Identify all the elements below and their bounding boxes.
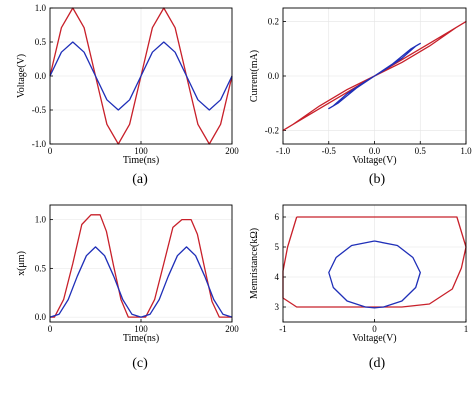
plot-frame — [282, 204, 467, 323]
x-axis-label: Voltage(V) — [352, 333, 396, 344]
y-axis-label: Current(mA) — [249, 50, 260, 102]
y-tick-label: 1.0 — [35, 3, 47, 13]
x-tick-label: 1.0 — [460, 146, 472, 156]
y-tick-label: 0.0 — [268, 71, 280, 81]
y-tick-label: 3 — [275, 302, 280, 312]
chart-4: -1 0 1 6 5 4 3 Voltage(V) Memristance(kΩ) (d) — [249, 204, 469, 371]
x-tick-label: -1 — [279, 324, 287, 334]
x-tick-label: 100 — [134, 146, 148, 156]
series-line-blue — [328, 42, 421, 110]
figure-caption: (c) — [132, 356, 148, 371]
plot-frame — [49, 204, 233, 323]
y-tick-label: 0.0 — [35, 71, 47, 81]
x-axis-label: Time(ns) — [123, 155, 159, 166]
y-tick-label: 5 — [275, 242, 280, 252]
y-axis-label: Memristance(kΩ) — [249, 228, 260, 299]
x-tick-label: 200 — [225, 146, 239, 156]
y-axis-label: Voltage(V) — [16, 54, 27, 98]
x-tick-label: 0.0 — [369, 146, 381, 156]
chart-1: 0 100 200 1.0 0.5 0.0 -0.5 -1.0 Time(ns) Voltage(… — [16, 3, 239, 187]
x-tick-label: 100 — [134, 324, 148, 334]
series-line-blue — [49, 41, 233, 111]
x-tick-label: 0 — [372, 324, 377, 334]
y-tick-label: 6 — [275, 212, 280, 222]
y-tick-label: -0.5 — [32, 105, 47, 115]
y-tick-label: 1.0 — [35, 215, 47, 225]
x-tick-label: 0 — [48, 324, 53, 334]
x-tick-label: -1.0 — [276, 146, 291, 156]
plot-frame — [49, 7, 233, 145]
figure-caption: (d) — [369, 356, 386, 371]
x-axis-label: Time(ns) — [123, 333, 159, 344]
series-line-blue — [49, 246, 233, 318]
y-tick-label: -1.0 — [32, 139, 47, 149]
figure-caption: (b) — [369, 172, 386, 187]
y-tick-label: 4 — [275, 272, 280, 282]
x-tick-label: 0 — [48, 146, 53, 156]
x-tick-label: 200 — [225, 324, 239, 334]
y-tick-label: 0.2 — [268, 17, 279, 27]
figure-caption: (a) — [132, 172, 148, 187]
series-line-blue — [328, 240, 421, 309]
chart-3: 0 100 200 1.0 0.5 0.0 Time(ns) x(μm) (c) — [16, 204, 239, 371]
x-tick-label: 0.5 — [415, 146, 427, 156]
plot-frame — [282, 7, 467, 145]
x-axis-label: Voltage(V) — [352, 155, 396, 166]
chart-2: -1.0 -0.5 0.0 0.5 1.0 0.2 0.0 -0.2 Voltage(V) Cur… — [249, 7, 472, 187]
x-tick-label: 1 — [464, 324, 469, 334]
y-tick-label: 0.5 — [35, 37, 47, 47]
x-tick-label: -0.5 — [322, 146, 337, 156]
y-tick-label: 0.5 — [35, 263, 47, 273]
y-axis-label: x(μm) — [16, 251, 27, 276]
y-tick-label: -0.2 — [265, 125, 279, 135]
y-tick-label: 0.0 — [35, 312, 47, 322]
